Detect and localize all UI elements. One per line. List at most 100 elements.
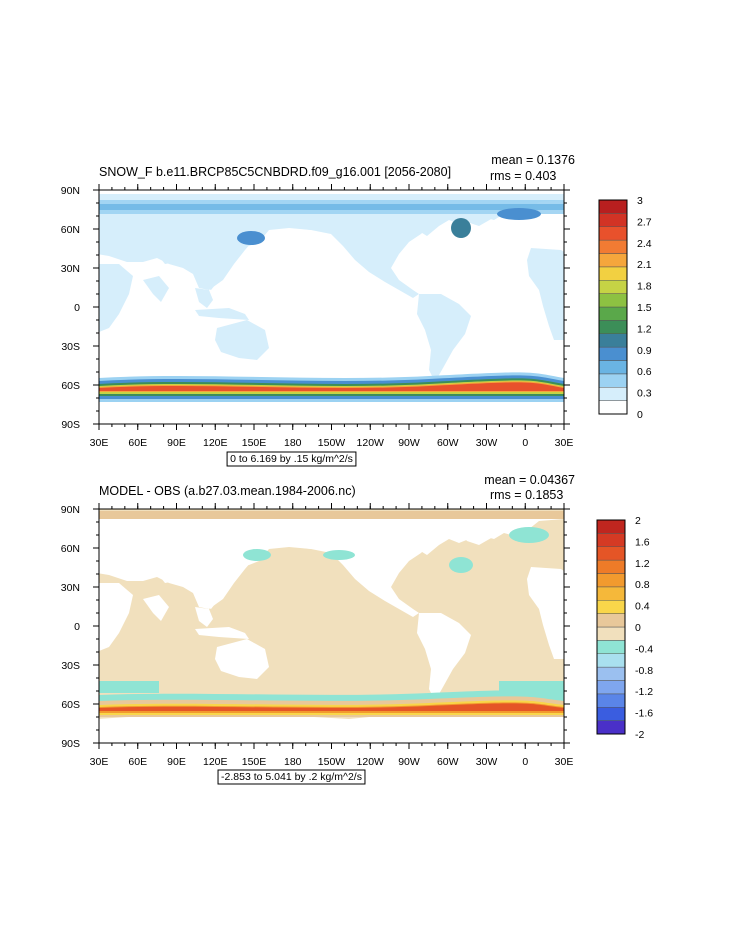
y-tick-label: 30N [61,263,80,275]
colorbar-swatch [598,346,628,361]
x-tick-label: 0 [522,437,528,449]
colorbar-swatch [598,293,628,308]
map-field [99,190,564,424]
rms-stat: rms = 0.1853 [490,488,563,502]
x-tick-label: 120W [357,437,385,449]
x-tick-label: 60W [437,756,459,768]
colorbar-label: 0.6 [637,366,652,378]
colorbar-label: -0.8 [635,665,653,677]
colorbar: 2 1.6 1.2 0.8 0.4 0 -0.4 -0.8 -1.2 -1.6 -2 [596,515,653,741]
colorbar-swatch [596,613,626,628]
colorbar-label: 0.9 [637,345,652,357]
range-note: 0 to 6.169 by .15 kg/m^2/s [230,453,353,465]
colorbar-swatch [596,559,626,574]
y-tick-label: 30N [61,582,80,594]
range-note-box [226,451,357,467]
x-tick-label: 30W [476,437,498,449]
colorbar-label: 3 [637,195,643,207]
colorbar-label: 2.7 [637,216,652,228]
y-tick-label: 60S [61,380,80,392]
colorbar-swatch [596,586,626,601]
map-panel-2: 30E 60E 90E 120E 150E 180 150W 120W 90W 60W 30W 0 30… [61,473,653,785]
colorbar-label: 1.5 [637,302,652,314]
colorbar-label: -1.6 [635,708,653,720]
colorbar-label: 0.3 [637,388,652,400]
x-tick-label: 60E [128,756,147,768]
colorbar-swatch [596,533,626,547]
okhotsk-feature [237,231,265,245]
colorbar-label: 1.8 [637,281,652,293]
x-tick-label: 30E [90,437,109,449]
colorbar: 3 2.7 2.4 2.1 1.8 1.5 1.2 0.9 0.6 0.3 0 [598,195,652,421]
colorbar-label: 1.2 [635,558,650,570]
colorbar-swatch [598,253,628,268]
x-tick-label: 0 [522,756,528,768]
x-tick-label: 120E [203,437,228,449]
colorbar-swatch [598,373,628,388]
y-tick-label: 90S [61,738,80,750]
colorbar-label: -0.4 [635,643,653,655]
norwegian-feature [497,208,541,220]
colorbar-swatch [598,226,628,241]
x-tick-label: 150W [318,756,346,768]
colorbar-frame [598,199,628,415]
range-note: -2.853 to 5.041 by .2 kg/m^2/s [221,771,362,783]
panel-title: SNOW_F b.e11.BRCP85C5CNBDRD.f09_g16.001 … [99,165,451,179]
labrador-feature [449,557,473,573]
colorbar-label: 0.8 [635,579,650,591]
colorbar-swatch [596,680,626,695]
map-panel-1: 30E 60E 90E 120E 150E 180 150W 120W 90W 60W 30W 0 30… [61,153,652,467]
colorbar-swatch [596,573,626,588]
colorbar-swatch [598,280,628,294]
colorbar-label: -2 [635,729,644,741]
map-field [99,509,564,743]
mean-stat: mean = 0.1376 [491,153,575,167]
x-tick-label: 150E [242,756,267,768]
colorbar-label: 1.2 [637,323,652,335]
x-tick-label: 120E [203,756,228,768]
colorbar-swatch [596,519,626,534]
x-tick-label: 60E [128,437,147,449]
colorbar-label: 0.4 [635,601,650,613]
alaska-feature [323,550,355,560]
x-tick-label: 120W [357,756,385,768]
x-tick-label: 180 [284,756,302,768]
y-tick-label: 0 [74,302,80,314]
colorbar-swatch [596,653,626,668]
y-tick-label: 60S [61,699,80,711]
y-tick-label: 60N [61,224,80,236]
colorbar-label: 0 [635,622,641,634]
x-tick-label: 180 [284,437,302,449]
arctic-band [99,511,564,519]
colorbar-swatch [596,720,626,735]
y-tick-label: 30S [61,660,80,672]
x-tick-label: 30E [555,756,574,768]
x-tick-label: 30W [476,756,498,768]
y-tick-label: 90S [61,419,80,431]
x-tick-label: 90E [167,756,186,768]
x-tick-label: 60W [437,437,459,449]
range-note-box [217,769,366,785]
colorbar-label: 2 [635,515,641,527]
colorbar-swatch [596,600,626,614]
colorbar-swatch [596,693,626,708]
colorbar-swatch [598,387,628,401]
colorbar-swatch [596,666,626,681]
colorbar-swatch [598,306,628,321]
colorbar-swatch [596,626,626,641]
colorbar-swatch [598,320,628,334]
colorbar-swatch [598,213,628,227]
colorbar-label: 1.6 [635,536,650,548]
southern-band-5 [99,382,564,391]
colorbar-swatch [598,333,628,348]
x-tick-label: 30E [90,756,109,768]
x-tick-label: 150W [318,437,346,449]
y-tick-label: 60N [61,543,80,555]
colorbar-swatch [598,239,628,254]
atlantic-south [499,681,564,695]
antarctica-blank [99,402,564,424]
mean-stat: mean = 0.04367 [484,473,575,487]
colorbar-label: 2.4 [637,238,652,250]
panel-title: MODEL - OBS (a.b27.03.mean.1984-2006.nc) [99,484,356,498]
labrador-feature [451,218,471,238]
